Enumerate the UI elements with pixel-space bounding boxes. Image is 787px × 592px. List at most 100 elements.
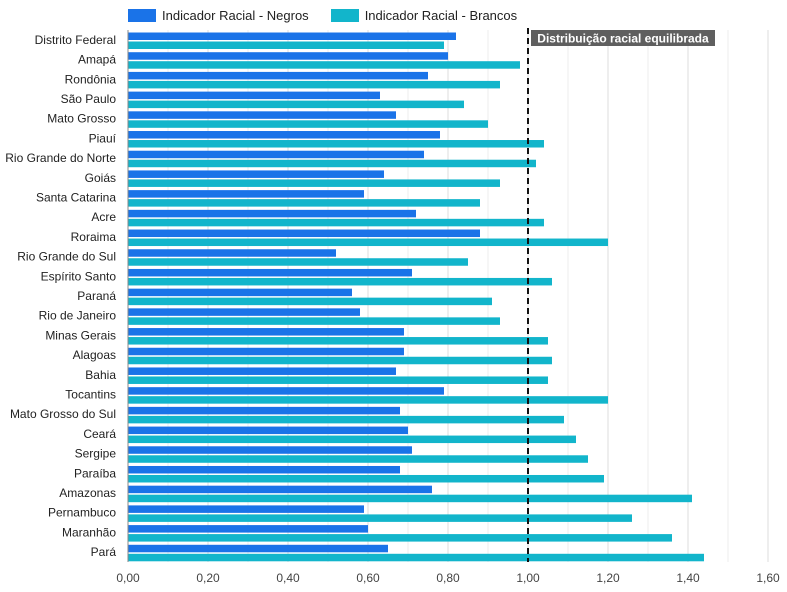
x-tick-label: 1,00	[516, 571, 540, 585]
bar[interactable]	[128, 80, 500, 89]
bar[interactable]	[128, 288, 352, 297]
bar[interactable]	[128, 328, 404, 336]
bar[interactable]	[128, 258, 468, 266]
category-label: Paraná	[77, 289, 116, 303]
legend-swatch-negros	[128, 9, 156, 22]
category-label: Mato Grosso	[47, 112, 116, 126]
reference-line-label: Distribuição racial equilibrada	[537, 32, 709, 46]
bar[interactable]	[128, 446, 412, 454]
x-tick-label: 1,20	[596, 571, 620, 585]
bar[interactable]	[128, 150, 424, 159]
category-label: Amazonas	[59, 486, 116, 500]
category-label: Rio Grande do Norte	[5, 151, 116, 165]
category-label: Pernambuco	[48, 506, 116, 520]
bar[interactable]	[128, 553, 704, 562]
bar[interactable]	[128, 91, 380, 100]
x-tick-label: 1,40	[676, 571, 700, 585]
bar[interactable]	[128, 317, 500, 325]
category-label: Santa Catarina	[36, 190, 116, 204]
category-label: Paraíba	[74, 466, 116, 480]
category-label: Amapá	[78, 53, 116, 67]
bar[interactable]	[128, 179, 500, 187]
bar[interactable]	[128, 337, 548, 345]
bar[interactable]	[128, 474, 604, 483]
bar[interactable]	[128, 159, 536, 168]
category-label: Roraima	[71, 230, 117, 244]
bar[interactable]	[128, 71, 428, 80]
x-tick-label: 0,20	[196, 571, 220, 585]
bar[interactable]	[128, 52, 448, 60]
bar[interactable]	[128, 61, 520, 69]
category-label: Minas Gerais	[45, 328, 116, 342]
category-label: Distrito Federal	[35, 33, 116, 47]
bar[interactable]	[128, 367, 396, 375]
legend-swatch-brancos	[330, 9, 359, 22]
category-label: Espírito Santo	[41, 269, 117, 283]
reference-label-background	[531, 30, 715, 46]
bar[interactable]	[128, 485, 432, 494]
bar[interactable]	[128, 494, 692, 503]
category-label: Ceará	[83, 427, 116, 441]
bar[interactable]	[128, 387, 444, 395]
bar[interactable]	[128, 277, 552, 286]
bar[interactable]	[128, 209, 416, 218]
legend-item-brancos[interactable]: Indicador Racial - Brancos	[330, 8, 518, 23]
x-tick-label: 1,60	[756, 571, 780, 585]
category-label: Alagoas	[73, 348, 116, 362]
category-label: Goiás	[85, 171, 116, 185]
bar[interactable]	[128, 534, 672, 542]
bar[interactable]	[128, 131, 440, 139]
bar[interactable]	[128, 356, 552, 365]
bar[interactable]	[128, 41, 444, 50]
legend-label-brancos: Indicador Racial - Brancos	[364, 8, 518, 23]
category-label: Pará	[91, 545, 117, 559]
category-label: São Paulo	[61, 92, 117, 106]
bar[interactable]	[128, 100, 464, 109]
bar[interactable]	[128, 229, 480, 238]
bar[interactable]	[128, 218, 544, 227]
bar[interactable]	[128, 376, 548, 384]
bar[interactable]	[128, 455, 588, 463]
bar[interactable]	[128, 544, 388, 553]
bar[interactable]	[128, 308, 360, 316]
category-label: Rio de Janeiro	[39, 309, 117, 323]
category-label: Maranhão	[62, 525, 116, 539]
category-label: Rondônia	[65, 72, 117, 86]
category-label: Acre	[91, 210, 116, 224]
x-tick-label: 0,00	[116, 571, 140, 585]
bar[interactable]	[128, 32, 456, 41]
category-label: Bahia	[85, 368, 116, 382]
bar[interactable]	[128, 415, 564, 424]
bar[interactable]	[128, 396, 608, 404]
bar[interactable]	[128, 525, 368, 533]
legend-label-negros: Indicador Racial - Negros	[162, 8, 309, 23]
bar[interactable]	[128, 426, 408, 435]
bar[interactable]	[128, 505, 364, 513]
bar[interactable]	[128, 140, 544, 148]
bar[interactable]	[128, 199, 480, 207]
bar[interactable]	[128, 465, 400, 474]
x-tick-label: 0,80	[436, 571, 460, 585]
bar[interactable]	[128, 268, 412, 277]
bar[interactable]	[128, 435, 576, 444]
category-label: Piauí	[89, 131, 117, 145]
bar[interactable]	[128, 238, 608, 247]
category-label: Tocantins	[65, 388, 116, 402]
legend-item-negros[interactable]: Indicador Racial - Negros	[128, 8, 309, 23]
bar[interactable]	[128, 347, 404, 356]
bar[interactable]	[128, 120, 488, 128]
category-label: Sergipe	[75, 447, 117, 461]
bar[interactable]	[128, 406, 400, 415]
bar[interactable]	[128, 297, 492, 306]
bar[interactable]	[128, 249, 336, 257]
bar[interactable]	[128, 514, 632, 522]
chart-legend: Indicador Racial - Negros Indicador Raci…	[128, 8, 539, 23]
x-tick-label: 0,60	[356, 571, 380, 585]
bar[interactable]	[128, 111, 396, 119]
x-tick-label: 0,40	[276, 571, 300, 585]
bar[interactable]	[128, 190, 364, 198]
category-label: Rio Grande do Sul	[17, 250, 116, 264]
category-label: Mato Grosso do Sul	[10, 407, 116, 421]
bar[interactable]	[128, 170, 384, 178]
